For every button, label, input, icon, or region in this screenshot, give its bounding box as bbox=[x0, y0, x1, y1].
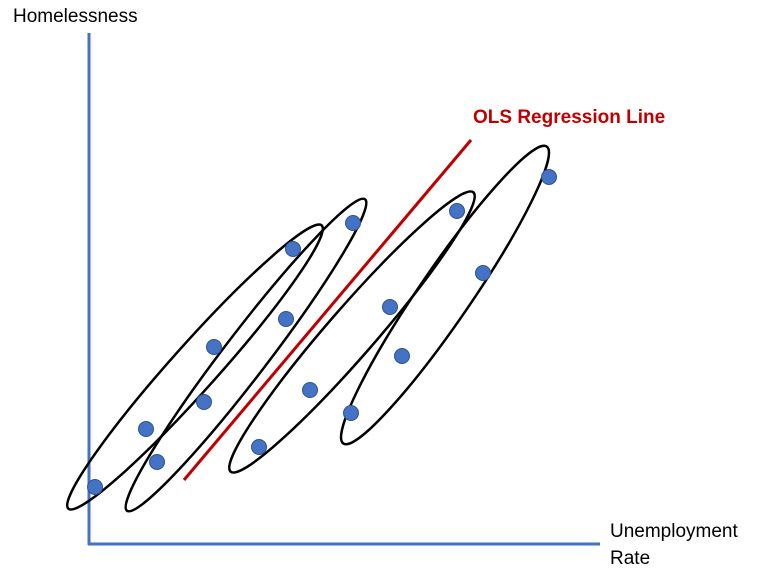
ols-regression-line bbox=[182, 139, 473, 481]
data-point bbox=[251, 439, 267, 455]
x-axis-title-line2: Rate bbox=[610, 548, 650, 569]
group-ellipse-1 bbox=[65, 223, 325, 511]
data-point bbox=[475, 265, 491, 281]
data-point bbox=[278, 311, 294, 327]
group-ellipse-4 bbox=[339, 144, 551, 446]
data-point bbox=[394, 348, 410, 364]
x-axis-title-line1: Unemployment bbox=[610, 521, 738, 542]
ols-regression-label: OLS Regression Line bbox=[473, 107, 665, 128]
y-axis-title: Homelessness bbox=[13, 6, 138, 27]
data-point bbox=[206, 339, 222, 355]
data-point bbox=[196, 394, 212, 410]
data-point bbox=[343, 405, 359, 421]
data-point bbox=[345, 215, 361, 231]
data-point bbox=[382, 299, 398, 315]
data-point bbox=[449, 203, 465, 219]
data-point bbox=[149, 454, 165, 470]
data-point bbox=[138, 421, 154, 437]
data-point bbox=[302, 382, 318, 398]
data-point bbox=[541, 169, 557, 185]
data-point bbox=[285, 241, 301, 257]
group-ellipse-2 bbox=[124, 197, 368, 513]
data-point bbox=[87, 479, 103, 495]
group-ellipse-3 bbox=[228, 190, 476, 474]
